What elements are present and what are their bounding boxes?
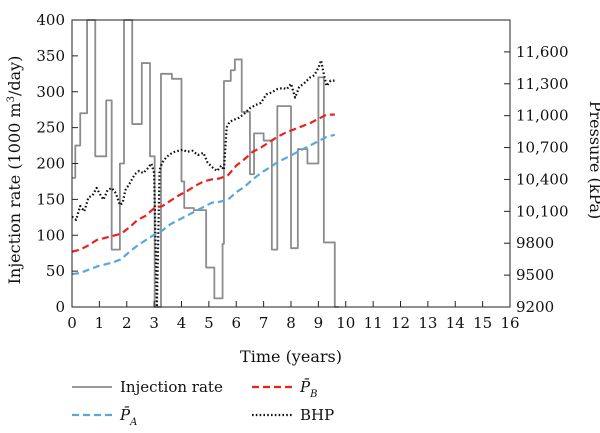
legend: Injection rate P̄BP̄A BHP [72,378,334,428]
y-right-tick-label: 11,300 [516,75,569,93]
legend-label: BHP [300,406,334,424]
y-left-title-suffix: /day) [5,56,24,96]
y-right-tick-label: 9800 [516,234,554,252]
y-right-tick-label: 11,000 [516,107,569,125]
y-left-tick-label: 150 [36,190,65,208]
x-axis-title: Time (years) [240,347,342,366]
x-tick-label: 13 [418,314,437,332]
y-right-axis-title: Pressure (kPa) [586,101,600,220]
x-tick-label: 9 [314,314,324,332]
series-layer [71,19,339,309]
y-right-tick-label: 11,600 [516,43,569,61]
x-tick-label: 1 [95,314,105,332]
y-left-tick-label: 400 [36,11,65,29]
axes-layer: 0 1 2 3 4 5 6 7 8 9 10 11 12 13 14 15 160501001502002503… [36,11,568,332]
y-left-tick-label: 0 [55,298,65,316]
y-left-tick-label: 200 [36,155,65,173]
x-tick-label: 4 [177,314,187,332]
x-tick-label: 10 [336,314,355,332]
y-left-tick-label: 100 [36,226,65,244]
y-left-tick-label: 250 [36,119,65,137]
x-tick-label: 7 [259,314,269,332]
x-tick-label: 11 [364,314,383,332]
legend-label: P̄A [119,406,137,428]
x-tick-label: 2 [122,314,132,332]
y-right-tick-label: 9200 [516,298,554,316]
legend-label-main: P̄ [119,406,131,424]
y-right-tick-label: 10,700 [516,139,569,157]
y-left-title-prefix: Injection rate (1000 m [5,102,24,284]
x-tick-label: 8 [286,314,296,332]
legend-label-sub: B [309,389,317,400]
y-left-axis-title: Injection rate (1000 m3/day) [5,56,24,285]
x-tick-label: 6 [231,314,241,332]
y-right-tick-label: 10,100 [516,202,569,220]
legend-label-sub: A [129,417,137,428]
series-line-injection-rate [72,19,339,308]
x-tick-label: 14 [446,314,465,332]
y-right-tick-label: 10,400 [516,170,569,188]
y-left-tick-label: 350 [36,47,65,65]
y-left-tick-label: 50 [46,262,65,280]
x-tick-label: 16 [500,314,519,332]
legend-label: P̄B [299,378,317,400]
legend-label: Injection rate [120,378,223,396]
y-left-title-sup: 3 [6,96,17,102]
series-line-p-b [71,113,335,253]
x-tick-label: 15 [473,314,492,332]
y-left-tick-label: 300 [36,83,65,101]
series-line-bhp [71,59,335,309]
x-tick-label: 0 [67,314,77,332]
x-tick-label: 5 [204,314,214,332]
x-tick-label: 3 [149,314,159,332]
x-tick-label: 12 [391,314,410,332]
series-line-p-a [71,133,336,276]
legend-label-main: P̄ [299,378,311,396]
y-right-tick-label: 9500 [516,266,554,284]
